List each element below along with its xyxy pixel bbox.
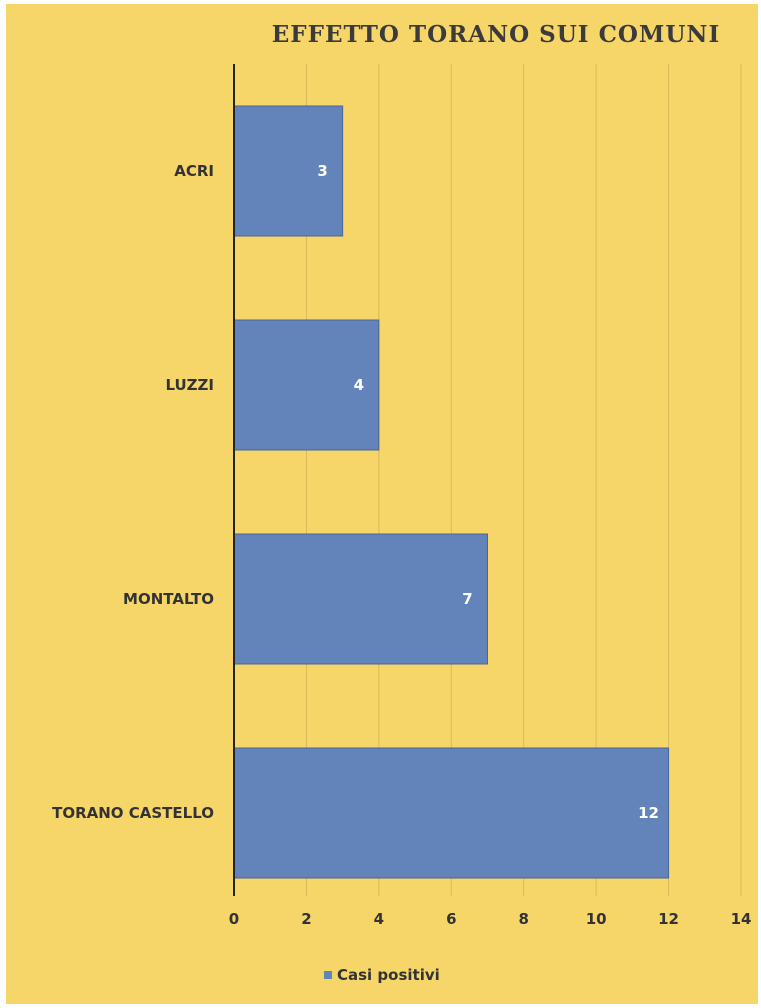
x-tick-label: 2 [301, 910, 311, 928]
x-tick-label: 14 [731, 910, 752, 928]
bar [233, 533, 488, 665]
category-label: TORANO CASTELLO [52, 804, 214, 822]
category-label: ACRI [174, 162, 214, 180]
x-tick-label: 8 [518, 910, 528, 928]
x-tick-label: 4 [374, 910, 384, 928]
x-tick-label: 6 [446, 910, 456, 928]
gridlines [305, 64, 742, 896]
bar [233, 747, 670, 879]
category-label: MONTALTO [123, 590, 214, 608]
x-tick-label: 0 [229, 910, 239, 928]
chart-background: 0 2 4 6 8 10 12 14 ACRI 3 LUZZI 4 MONTALTO 7 TORANO CA… [6, 4, 758, 1004]
category-label: LUZZI [165, 376, 214, 394]
x-tick-label: 10 [586, 910, 607, 928]
data-label: 3 [317, 162, 327, 180]
bar [233, 319, 380, 451]
bar-chart: 0 2 4 6 8 10 12 14 ACRI 3 LUZZI 4 MONTALTO 7 TORANO CA… [52, 21, 751, 984]
data-label: 7 [462, 590, 472, 608]
x-tick-label: 12 [658, 910, 679, 928]
data-label: 4 [354, 376, 364, 394]
legend: Casi positivi [324, 966, 440, 984]
bars [233, 105, 670, 879]
chart-title: EFFETTO TORANO SUI COMUNI [272, 21, 720, 48]
labels: 0 2 4 6 8 10 12 14 ACRI 3 LUZZI 4 MONTALTO 7 TORANO CA… [52, 162, 751, 928]
data-label: 12 [638, 804, 659, 822]
legend-label: Casi positivi [337, 966, 440, 984]
legend-swatch [324, 971, 332, 979]
